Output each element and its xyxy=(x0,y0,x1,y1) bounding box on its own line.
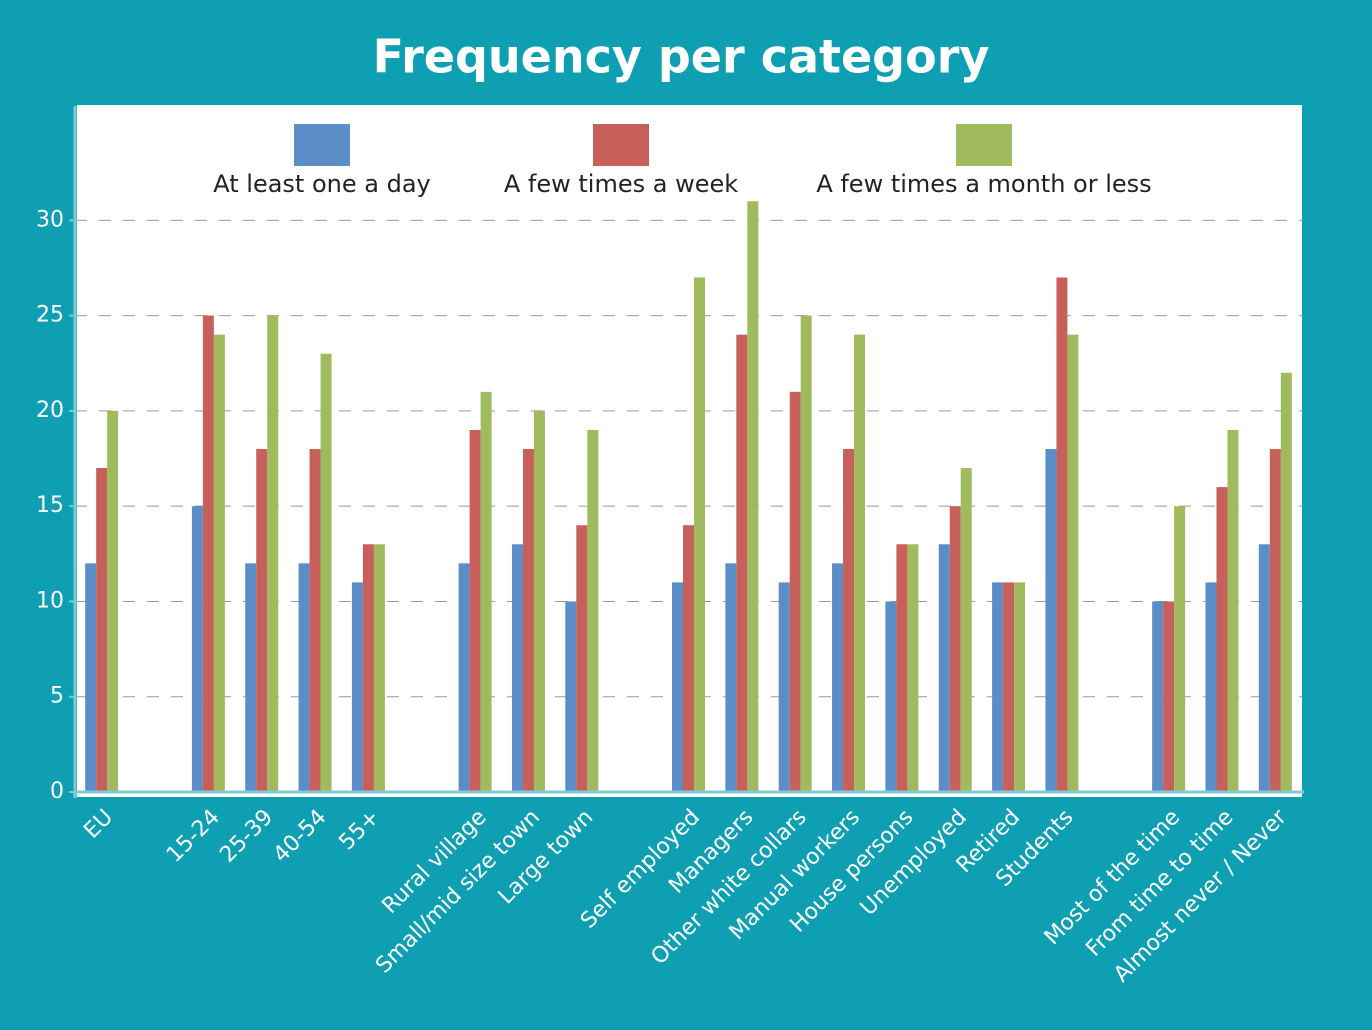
bar xyxy=(960,468,972,792)
bar xyxy=(885,601,897,792)
bar xyxy=(533,410,545,792)
bar xyxy=(256,449,268,792)
bar xyxy=(320,353,332,792)
bar xyxy=(1216,487,1228,792)
bar xyxy=(683,525,694,792)
bar xyxy=(1174,506,1186,792)
bar xyxy=(458,563,470,792)
y-tick-label: 0 xyxy=(50,779,64,804)
bar xyxy=(1152,601,1164,792)
y-tick-label: 15 xyxy=(36,493,64,518)
bar xyxy=(191,506,203,792)
bar xyxy=(1205,582,1217,792)
bar xyxy=(1045,449,1057,792)
bar xyxy=(309,449,321,792)
y-tick-label: 10 xyxy=(36,588,64,613)
legend-swatch xyxy=(593,124,649,166)
bar xyxy=(832,563,844,792)
bar xyxy=(576,525,588,792)
legend-label: At least one a day xyxy=(213,170,431,198)
y-tick-label: 30 xyxy=(36,207,64,232)
legend-label: A few times a month or less xyxy=(816,170,1151,198)
bar xyxy=(992,582,1004,792)
bar xyxy=(1227,429,1239,792)
bar xyxy=(672,582,683,792)
bar xyxy=(1014,582,1026,792)
bar xyxy=(373,544,385,792)
bar xyxy=(469,429,481,792)
bar xyxy=(789,391,801,792)
bar xyxy=(896,544,908,792)
bar xyxy=(1067,334,1079,792)
bar xyxy=(1056,277,1068,792)
legend-swatch xyxy=(294,124,350,166)
bar xyxy=(480,391,492,792)
bar xyxy=(747,201,759,792)
bar xyxy=(938,544,950,792)
bar xyxy=(843,449,855,792)
bar xyxy=(587,429,599,792)
y-tick-label: 20 xyxy=(36,398,64,423)
bar xyxy=(1280,372,1292,792)
chart-title: Frequency per category xyxy=(373,30,990,84)
bar xyxy=(725,563,737,792)
y-tick-label: 25 xyxy=(36,303,64,328)
bar xyxy=(1258,544,1270,792)
bar xyxy=(949,506,961,792)
bar xyxy=(107,410,119,792)
bar xyxy=(565,601,577,792)
legend-label: A few times a week xyxy=(504,170,738,198)
bar xyxy=(694,277,705,792)
bar xyxy=(800,315,812,792)
bar xyxy=(96,468,108,792)
legend-swatch xyxy=(956,124,1012,166)
bar xyxy=(854,334,866,792)
bar xyxy=(1003,582,1015,792)
bar xyxy=(736,334,748,792)
bar xyxy=(1269,449,1281,792)
bar xyxy=(351,582,363,792)
y-tick-label: 5 xyxy=(50,684,64,709)
bar xyxy=(522,449,534,792)
bar xyxy=(778,582,790,792)
bar xyxy=(267,315,279,792)
bar xyxy=(298,563,310,792)
bar xyxy=(907,544,919,792)
bar xyxy=(245,563,257,792)
bar xyxy=(1163,601,1175,792)
bar xyxy=(202,315,214,792)
bar xyxy=(213,334,225,792)
bar xyxy=(511,544,523,792)
bar xyxy=(85,563,97,792)
bar xyxy=(362,544,374,792)
